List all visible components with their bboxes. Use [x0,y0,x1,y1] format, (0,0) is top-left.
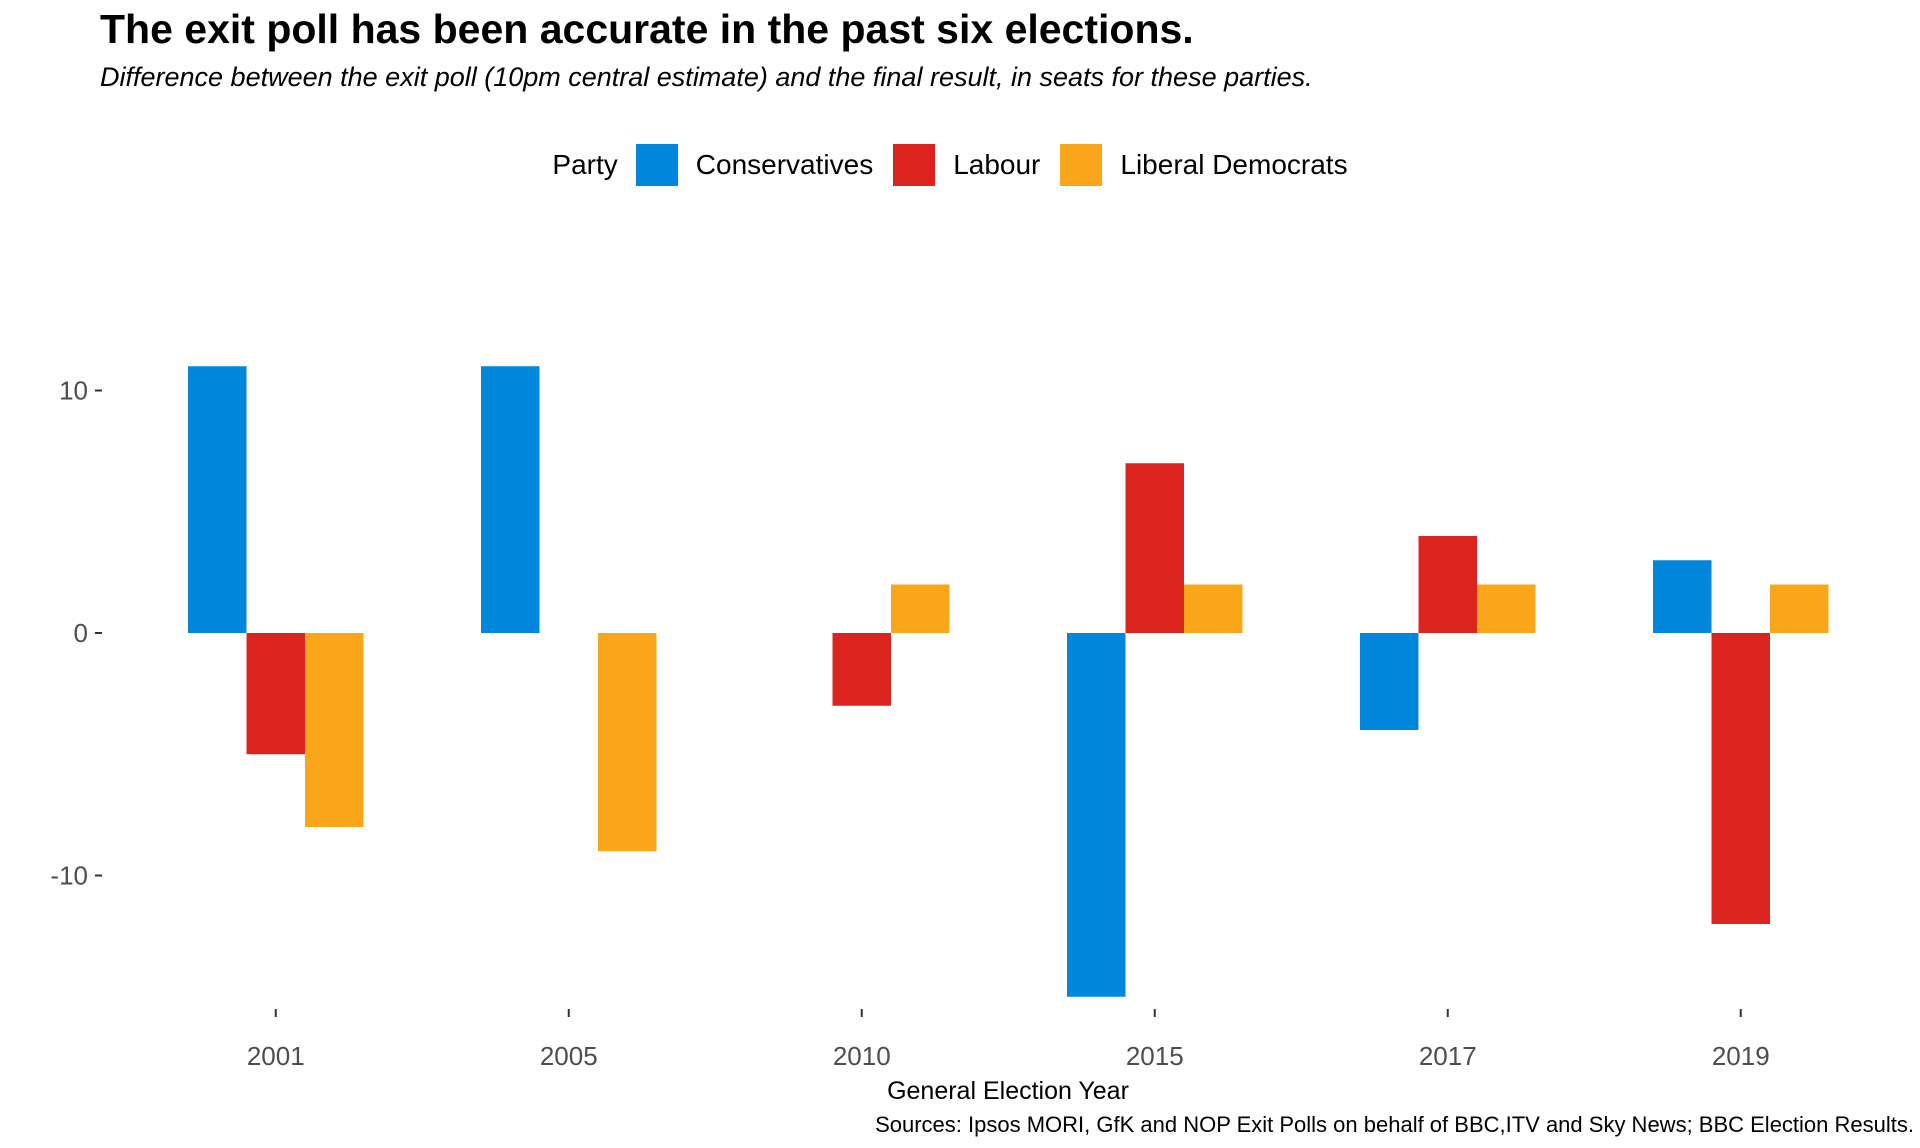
bar-liberal-democrats-2017 [1477,584,1536,633]
legend-item-conservatives: Conservatives [635,144,874,186]
y-tick-label: 0 [74,618,88,648]
chart-subtitle: Difference between the exit poll (10pm c… [100,62,1313,92]
legend: Party Conservatives Labour Liberal Democ… [0,143,1920,187]
bar-liberal-democrats-2010 [891,584,950,633]
x-axis: 2001 2005 2010 2015 2017 2019 [247,1009,1770,1071]
x-tick-label: 2001 [247,1041,305,1071]
x-tick-label: 2017 [1419,1041,1477,1071]
x-axis-title: General Election Year [887,1077,1129,1105]
legend-item-liberal-democrats: Liberal Democrats [1060,144,1348,186]
legend-label-conservatives: Conservatives [695,149,874,180]
chart-title: The exit poll has been accurate in the p… [100,6,1194,52]
bars [188,366,1829,997]
bar-conservatives-2019 [1653,560,1712,633]
bar-labour-2019 [1711,633,1770,924]
legend-label-labour: Labour [953,149,1041,180]
x-tick-label: 2019 [1712,1041,1770,1071]
bar-labour-2015 [1125,463,1184,633]
legend-swatch-conservatives [635,144,678,186]
bar-labour-2010 [832,633,891,706]
legend-swatch-labour [893,144,936,186]
legend-label-liberal-democrats: Liberal Democrats [1120,149,1348,180]
y-tick-label: -10 [50,861,88,891]
bar-conservatives-2005 [481,366,540,633]
legend-title: Party [552,149,618,180]
legend-swatch-liberal-democrats [1060,144,1103,186]
bar-conservatives-2017 [1360,633,1419,730]
bar-conservatives-2015 [1067,633,1126,997]
bar-liberal-democrats-2001 [305,633,364,827]
x-tick-label: 2005 [540,1041,598,1071]
bar-liberal-democrats-2015 [1184,584,1243,633]
y-tick-label: 10 [59,376,88,406]
bar-labour-2017 [1418,536,1477,633]
bar-conservatives-2001 [188,366,247,633]
x-tick-label: 2010 [833,1041,891,1071]
legend-item-labour: Labour [893,144,1040,186]
bar-liberal-democrats-2019 [1770,584,1829,633]
x-tick-label: 2015 [1126,1041,1184,1071]
bar-labour-2001 [246,633,305,755]
y-axis: 10 0 -10 [50,376,102,891]
bar-liberal-democrats-2005 [598,633,657,852]
source-note: Sources: Ipsos MORI, GfK and NOP Exit Po… [875,1112,1914,1137]
